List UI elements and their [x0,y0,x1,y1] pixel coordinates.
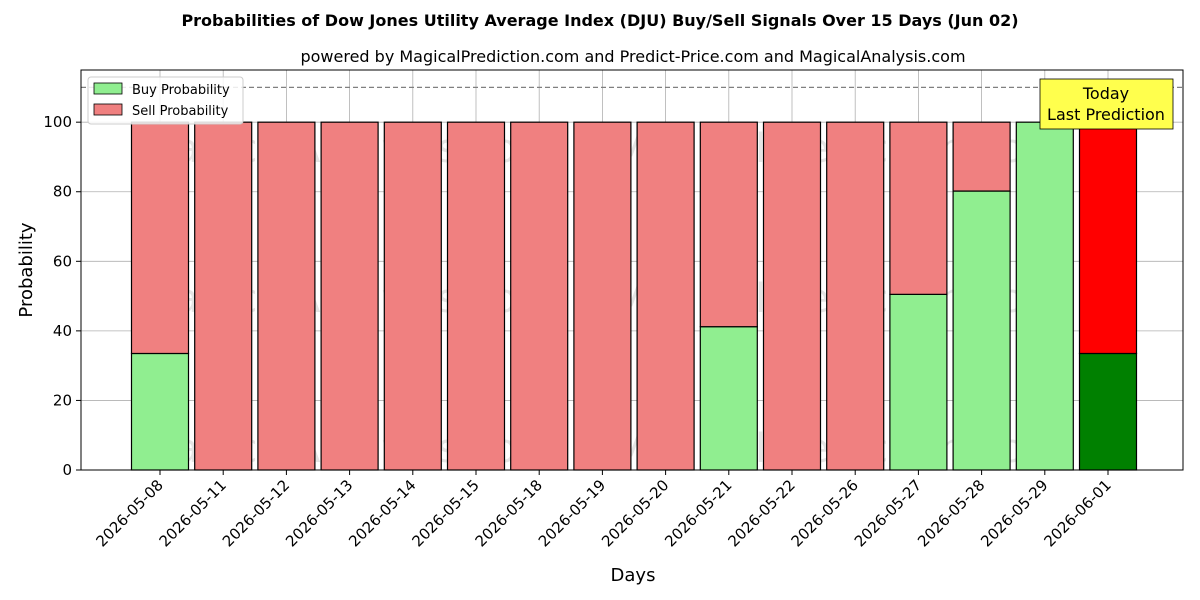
bar-buy-2026-05-21 [699,326,758,471]
plot-frame [80,69,1184,471]
bar-sell-2026-05-11 [194,121,253,471]
bar-buy-2026-05-29 [1015,121,1074,471]
annotation-box [1039,78,1174,130]
x-tick-label: 2026-05-21 [661,476,735,550]
y-tick-label: 20 [53,391,72,409]
legend-swatch-sell [93,103,123,116]
chart-subtitle: powered by MagicalPrediction.com and Pre… [300,47,965,66]
x-tick-label: 2026-05-19 [535,476,609,550]
bar-sell-2026-05-20 [636,121,695,471]
x-tick-label: 2026-06-01 [1040,476,1114,550]
bar-sell-2026-05-15 [446,121,506,471]
bar-buy-2026-06-01 [1078,352,1138,471]
x-tick-label: 2026-05-18 [472,476,546,550]
x-tick-label: 2026-05-20 [598,476,672,550]
bar-sell-2026-05-27 [889,121,948,295]
x-tick-label: 2026-05-11 [156,476,230,550]
x-tick-label: 2026-05-08 [92,476,166,550]
bar-sell-2026-05-13 [320,121,379,471]
bar-buy-2026-05-28 [952,190,1011,471]
legend-box [87,76,244,125]
x-tick-label: 2026-05-28 [914,476,988,550]
bar-sell-2026-05-21 [699,121,758,328]
bar-sell-2026-05-28 [952,121,1011,192]
x-tick-label: 2026-05-26 [788,476,862,550]
annotation-line-last-prediction: Last Prediction [1047,105,1165,124]
x-tick-label: 2026-05-13 [282,476,356,550]
x-tick-label: 2026-05-22 [724,476,798,550]
bar-sell-2026-06-01 [1078,121,1138,355]
bar-sell-2026-05-08 [130,121,190,355]
bar-sell-2026-05-14 [383,121,442,471]
x-tick-label: 2026-05-12 [219,476,293,550]
bar-sell-2026-05-26 [826,121,885,471]
y-tick-label: 40 [53,322,72,340]
x-axis-label: Days [611,565,656,586]
y-tick-label: 0 [62,461,72,479]
today-annotation: Today Last Prediction [1039,78,1174,130]
legend-label-buy: Buy Probability [132,83,230,98]
legend-label-sell: Sell Probability [132,104,229,119]
y-axis-label: Probability [16,222,37,317]
bar-buy-2026-05-08 [130,352,190,471]
y-axis: 0 20 40 60 80 100 [43,113,81,479]
legend-swatch-buy [93,82,123,95]
chart-title: Probabilities of Dow Jones Utility Avera… [181,11,1018,30]
legend: Buy Probability Sell Probability [87,76,244,125]
x-tick-label: 2026-05-27 [851,476,925,550]
y-tick-label: 60 [53,252,72,270]
bar-sell-2026-05-18 [510,121,569,471]
annotation-line-today: Today [1082,84,1129,103]
y-tick-label: 80 [53,183,72,201]
x-tick-label: 2026-05-15 [408,476,482,550]
bar-buy-2026-05-27 [889,293,948,471]
x-axis: 2026-05-082026-05-112026-05-122026-05-13… [92,470,1115,550]
bar-sell-2026-05-22 [762,121,822,471]
y-tick-label: 100 [43,113,72,131]
bars [130,121,1138,471]
bar-sell-2026-05-12 [257,121,316,471]
bar-sell-2026-05-19 [573,121,632,471]
x-tick-label: 2026-05-14 [345,476,419,550]
x-tick-label: 2026-05-29 [977,476,1051,550]
